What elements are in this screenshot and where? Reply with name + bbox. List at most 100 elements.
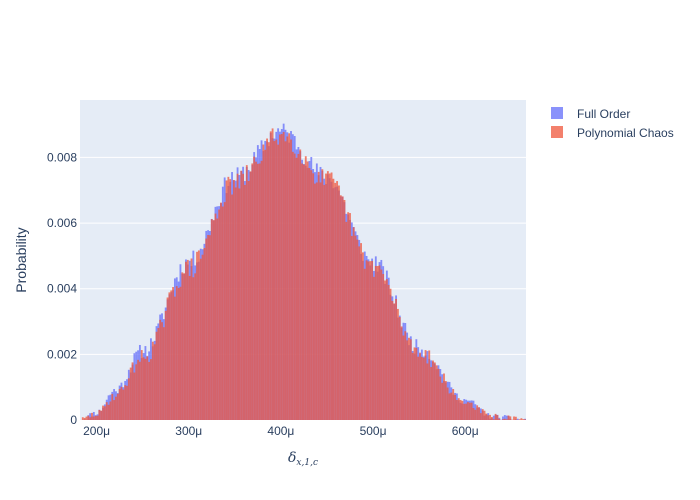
histogram-bar <box>485 413 488 420</box>
histogram-bar <box>317 171 320 420</box>
y-tick-label: 0 <box>70 413 77 427</box>
legend: Full Order Polynomial Chaos <box>551 107 674 140</box>
histogram-bar <box>221 206 224 420</box>
histogram-bar <box>209 235 211 420</box>
histogram-bar <box>89 413 92 420</box>
histogram-bar <box>231 194 233 420</box>
histogram-bar <box>450 392 453 420</box>
histogram-bar <box>341 196 344 420</box>
histogram-bar <box>100 410 103 420</box>
x-tick-label: 400μ <box>267 424 294 438</box>
x-axis-title-subscript: x,1,c <box>296 458 318 468</box>
histogram-bar <box>159 319 162 420</box>
histogram-bar <box>408 337 410 420</box>
histogram-bar <box>446 387 449 420</box>
histogram-bar <box>490 417 493 420</box>
histogram-bar <box>168 292 171 420</box>
histogram-bar <box>479 413 482 420</box>
histogram-bar <box>124 385 127 420</box>
histogram-bar <box>503 418 506 420</box>
histogram-bar <box>162 327 165 420</box>
histogram-bar <box>352 227 355 420</box>
x-tick-label: 200μ <box>83 424 110 438</box>
histogram-bar <box>503 415 506 420</box>
histogram-bar <box>161 322 163 420</box>
histogram-bar <box>452 389 455 420</box>
histogram-bar <box>122 389 125 420</box>
histogram-bar <box>428 350 431 420</box>
histogram-bar <box>402 335 405 420</box>
histogram-bar <box>201 254 204 420</box>
histogram-bar <box>133 372 136 420</box>
histogram-bar <box>175 286 178 420</box>
histogram-bar <box>280 134 283 420</box>
histogram-bar <box>345 221 348 420</box>
histogram-bar <box>389 288 392 420</box>
histogram-bar <box>319 182 322 420</box>
histogram-bar <box>105 402 108 420</box>
histogram-bar <box>238 188 241 420</box>
histogram-bar <box>275 139 278 421</box>
histogram-bar <box>269 131 272 421</box>
histogram-bar <box>468 402 471 420</box>
histogram-bar <box>148 361 151 420</box>
histogram-bar <box>170 290 173 420</box>
histogram-bar <box>385 279 388 420</box>
histogram-bar <box>420 356 423 420</box>
histogram-bar <box>430 367 433 420</box>
histogram-bar <box>312 173 315 420</box>
histogram-bar <box>83 417 86 420</box>
histogram-bar <box>107 404 110 420</box>
histogram-bar <box>188 275 191 420</box>
legend-swatch-polynomial-chaos <box>551 126 563 138</box>
histogram-bar <box>126 385 128 420</box>
histogram-bar <box>87 415 90 420</box>
histogram-bar <box>505 419 508 420</box>
histogram-bar <box>404 331 407 420</box>
histogram-bar <box>502 416 504 420</box>
histogram-bar <box>454 394 456 420</box>
histogram-bar <box>216 218 219 420</box>
histogram-bar <box>395 298 397 420</box>
histogram-bar <box>308 168 311 420</box>
histogram-bar <box>151 341 154 420</box>
histogram-bar <box>197 250 200 420</box>
legend-item-full-order[interactable]: Full Order <box>551 107 630 121</box>
histogram-bar <box>409 339 412 420</box>
histogram-bar <box>179 286 182 420</box>
histogram-bar <box>463 403 466 420</box>
histogram-bar <box>140 350 143 420</box>
histogram-bar <box>137 359 139 420</box>
histogram-bar <box>203 248 206 420</box>
histogram-bar <box>183 273 186 420</box>
histogram-bar <box>338 185 340 420</box>
histogram-bar <box>373 276 375 420</box>
histogram-bar <box>380 269 383 420</box>
histogram-bar <box>496 415 499 420</box>
histogram-bar <box>457 398 460 420</box>
histogram-bar <box>422 357 425 420</box>
histogram-bar <box>476 405 479 420</box>
histogram-bar <box>199 258 202 420</box>
histogram-bar <box>314 183 316 420</box>
histogram-bar <box>459 399 462 420</box>
histogram-bar <box>196 251 198 420</box>
histogram-bar <box>273 141 276 420</box>
histogram-bar <box>253 156 256 421</box>
histogram-bar <box>334 182 337 420</box>
histogram-bar <box>229 179 232 420</box>
histogram-bar <box>279 134 281 420</box>
histogram-bar <box>303 164 305 420</box>
legend-item-polynomial-chaos[interactable]: Polynomial Chaos <box>551 126 674 140</box>
histogram-bar <box>173 296 176 420</box>
histogram-bar <box>116 393 119 420</box>
histogram-bar <box>326 171 329 420</box>
histogram-bar <box>129 367 132 420</box>
histogram-bar <box>192 277 195 420</box>
histogram-bar <box>181 272 184 420</box>
histogram-bar <box>444 381 447 420</box>
histogram-bar <box>249 171 252 420</box>
histogram-bar <box>135 364 138 420</box>
histogram-bar <box>205 238 208 420</box>
histogram-bar <box>441 382 444 420</box>
